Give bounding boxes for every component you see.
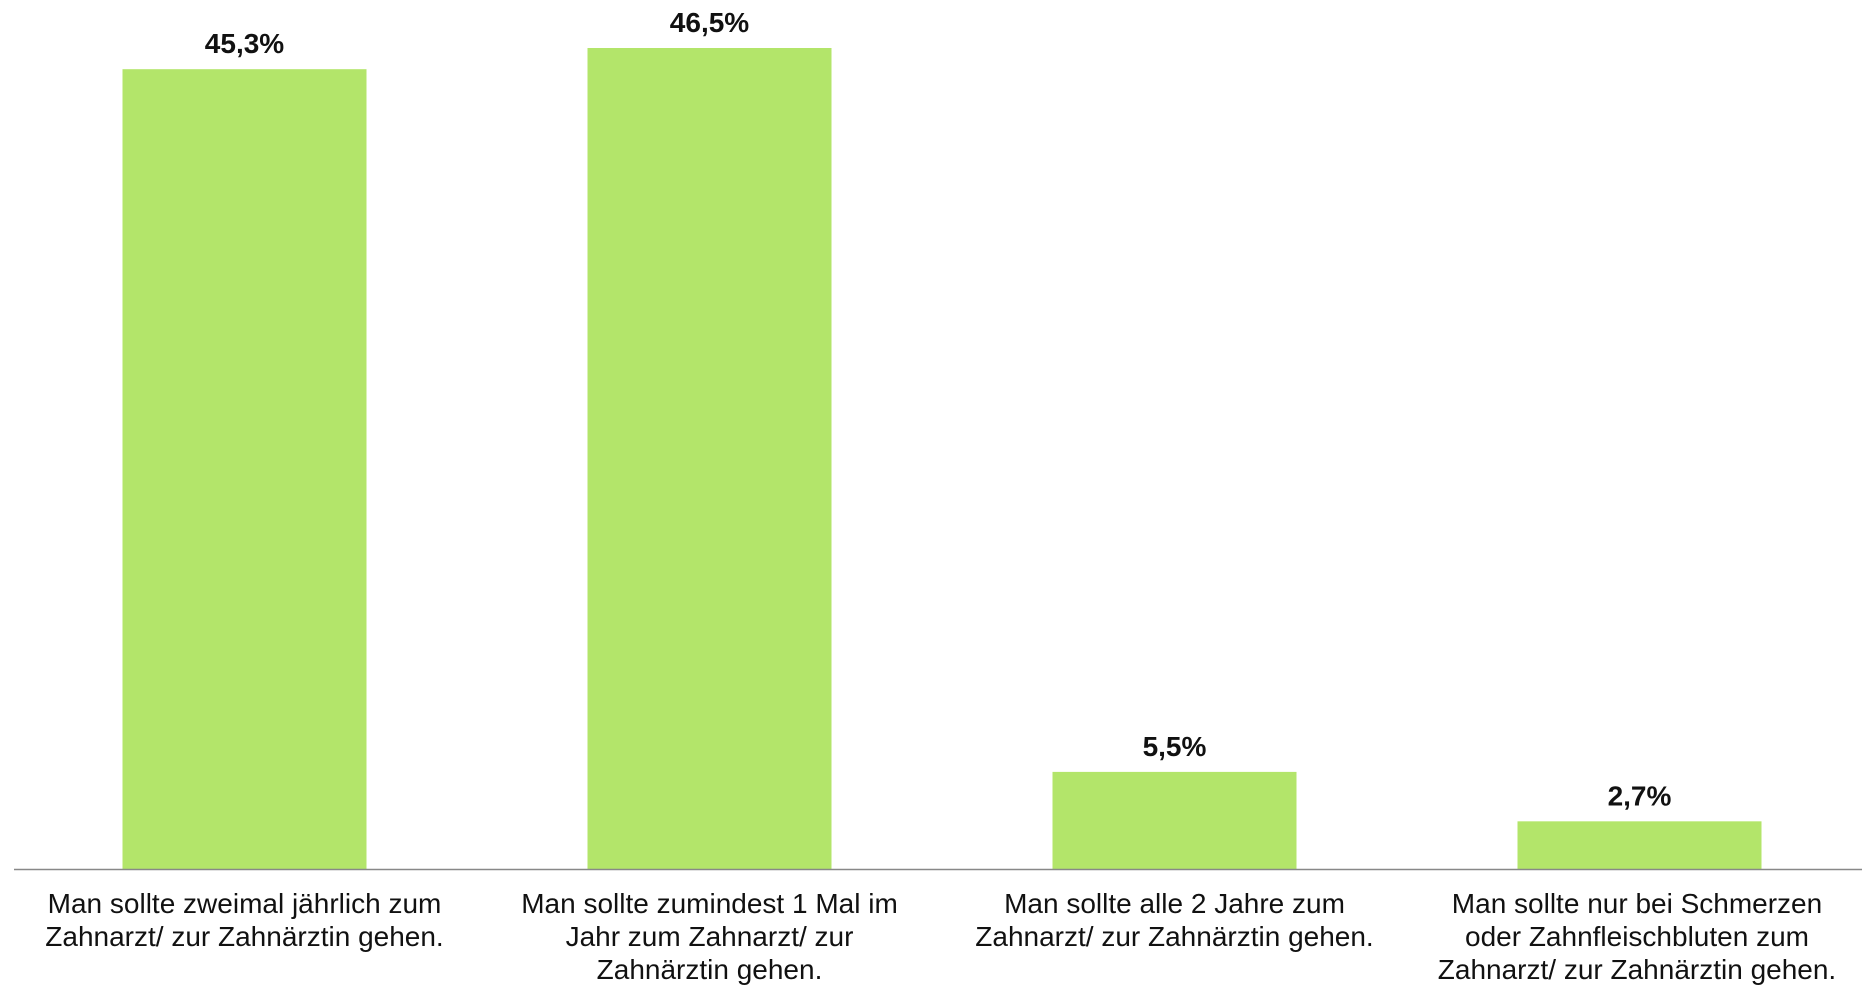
category-label-4: Man sollte nur bei Schmerzen oder Zahnfl… (1437, 888, 1837, 985)
data-label-2: 46,5% (670, 7, 749, 38)
data-label-1: 45,3% (205, 28, 284, 59)
category-label-3: Man sollte alle 2 Jahre zum Zahnarzt/ zu… (975, 888, 1374, 952)
bar-1 (122, 69, 367, 870)
data-label-3: 5,5% (1143, 731, 1207, 762)
category-label-1: Man sollte zweimal jährlich zum Zahnarzt… (45, 888, 444, 952)
bar-3 (1052, 771, 1297, 869)
bar-2 (587, 48, 832, 869)
category-label-2: Man sollte zumindest 1 Mal im Jahr zum Z… (521, 888, 898, 985)
data-label-4: 2,7% (1608, 780, 1672, 811)
bar-4 (1517, 821, 1762, 869)
